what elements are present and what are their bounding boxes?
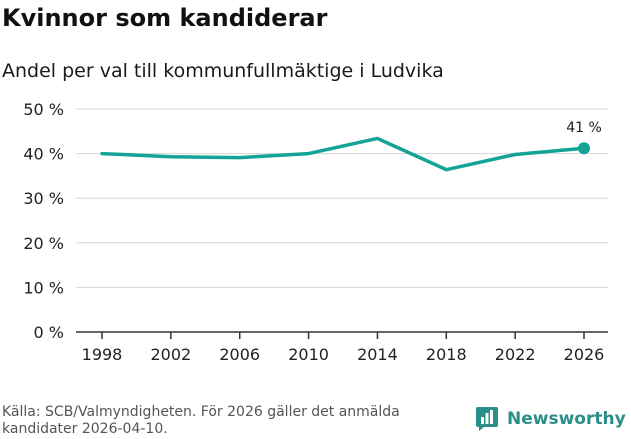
source-line-2: kandidater 2026-04-10. [2, 421, 168, 437]
x-tick-label: 2022 [495, 345, 536, 364]
x-tick-label: 2018 [426, 345, 467, 364]
x-tick-label: 2014 [357, 345, 398, 364]
bar-chart-speech-icon [476, 407, 498, 431]
x-tick-label: 2006 [219, 345, 260, 364]
source-line-1: Källa: SCB/Valmyndigheten. För 2026 gäll… [2, 404, 400, 420]
last-point-label: 41 % [566, 120, 602, 136]
x-tick-label: 2002 [150, 345, 191, 364]
y-tick-label: 30 % [23, 189, 64, 208]
y-tick-label: 0 % [34, 323, 64, 342]
source-note: Källa: SCB/Valmyndigheten. För 2026 gäll… [2, 404, 472, 438]
y-tick-label: 10 % [23, 278, 64, 297]
brand-logo: Newsworthy [475, 406, 626, 432]
y-axis-tick-labels: 0 % 10 % 20 % 30 % 40 % 50 % [23, 100, 64, 342]
data-series [100, 136, 590, 172]
x-axis: 1998 2002 2006 2010 2014 2018 2022 2026 [76, 331, 608, 364]
x-tick-label: 1998 [82, 345, 123, 364]
y-tick-label: 40 % [23, 145, 64, 164]
line-chart: 0 % 10 % 20 % 30 % 40 % 50 % 1998 2002 2006 2010… [23, 100, 608, 364]
y-tick-label: 20 % [23, 234, 64, 253]
grid-lines [76, 108, 608, 288]
chart-subtitle: Andel per val till kommunfullmäktige i L… [2, 60, 444, 82]
data-labels: 41 % [566, 120, 602, 136]
chart-title: Kvinnor som kandiderar [2, 4, 328, 32]
brand-name: Newsworthy [507, 409, 626, 429]
x-tick-label: 2026 [564, 345, 605, 364]
last-data-point [578, 142, 590, 155]
y-tick-label: 50 % [23, 100, 64, 119]
x-tick-label: 2010 [288, 345, 329, 364]
series-line [100, 136, 586, 172]
